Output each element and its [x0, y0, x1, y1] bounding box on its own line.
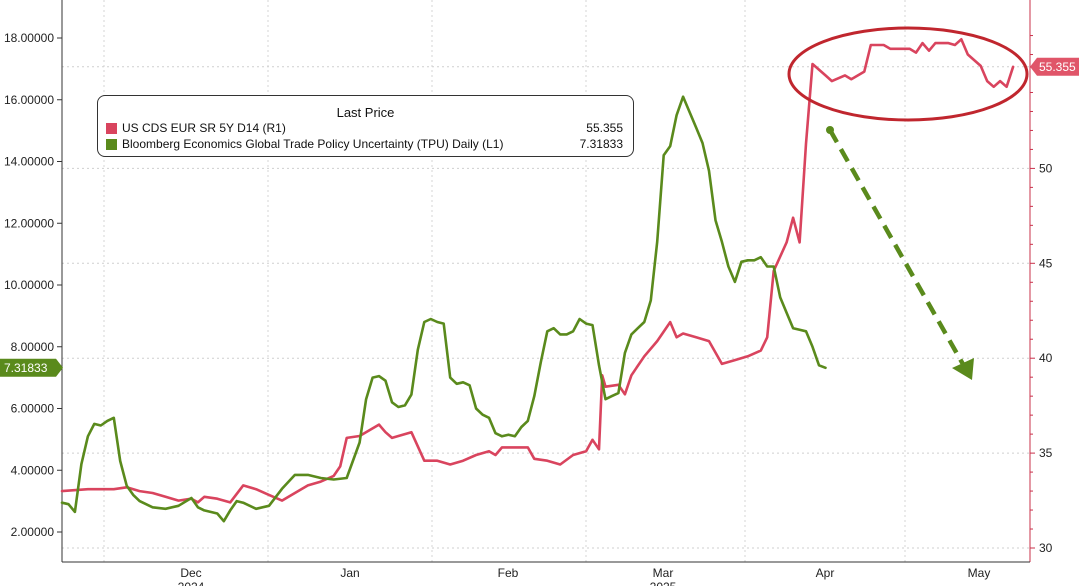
left-last-value-label: 7.31833 [4, 361, 48, 375]
series-line-tpu [60, 95, 827, 523]
x-tick-label: Feb [498, 566, 519, 580]
legend-swatch-cds [106, 123, 117, 134]
legend-entry-cds: US CDS EUR SR 5Y D14 (R1) 55.355 [106, 121, 623, 137]
highlight-ellipse [787, 26, 1029, 122]
x-tick-sublabel: 2025 [650, 580, 677, 586]
left-tick-label: 6.00000 [11, 402, 55, 416]
right-last-value-tag [1030, 57, 1079, 76]
x-tick-label: Dec [180, 566, 201, 580]
left-last-value-tag [0, 358, 63, 377]
x-tick-sublabel: 2024 [178, 580, 205, 586]
left-tick-label: 12.00000 [4, 216, 54, 230]
right-tick-label: 45 [1039, 256, 1053, 270]
x-tick-label: Jan [340, 566, 359, 580]
legend-value-tpu: 7.31833 [579, 137, 623, 151]
trend-arrow-start [826, 126, 834, 134]
chart-legend: Last Price US CDS EUR SR 5Y D14 (R1) 55.… [97, 95, 634, 157]
right-tick-label: 35 [1039, 446, 1053, 460]
left-tick-label: 10.00000 [4, 278, 54, 292]
left-tick-label: 4.00000 [11, 463, 55, 477]
right-last-value-label: 55.355 [1039, 60, 1076, 74]
legend-label-cds: US CDS EUR SR 5Y D14 (R1) [122, 121, 286, 135]
x-tick-label: Mar [653, 566, 674, 580]
right-tick-label: 30 [1039, 541, 1053, 555]
trend-arrow-head [952, 358, 974, 380]
legend-entry-tpu: Bloomberg Economics Global Trade Policy … [106, 137, 623, 153]
chart-grid [62, 0, 1030, 562]
left-tick-label: 8.00000 [11, 340, 55, 354]
chart-annotations: 7.31833 55.355 [0, 26, 1079, 380]
legend-value-cds: 55.355 [586, 121, 623, 135]
x-tick-label: May [968, 566, 991, 580]
left-tick-label: 14.00000 [4, 155, 54, 169]
legend-label-tpu: Bloomberg Economics Global Trade Policy … [122, 137, 504, 151]
legend-swatch-tpu [106, 139, 117, 150]
left-tick-label: 16.00000 [4, 93, 54, 107]
left-tick-label: 2.00000 [11, 525, 55, 539]
x-tick-label: Apr [816, 566, 835, 580]
left-tick-label: 18.00000 [4, 31, 54, 45]
right-tick-label: 50 [1039, 161, 1053, 175]
trend-arrow-shaft [828, 128, 966, 368]
chart-axes: 2.00000 4.00000 6.00000 8.00000 10.00000 12.0… [4, 0, 1053, 586]
legend-title: Last Price [336, 105, 395, 120]
chart-series [60, 37, 1015, 523]
right-tick-label: 40 [1039, 351, 1053, 365]
